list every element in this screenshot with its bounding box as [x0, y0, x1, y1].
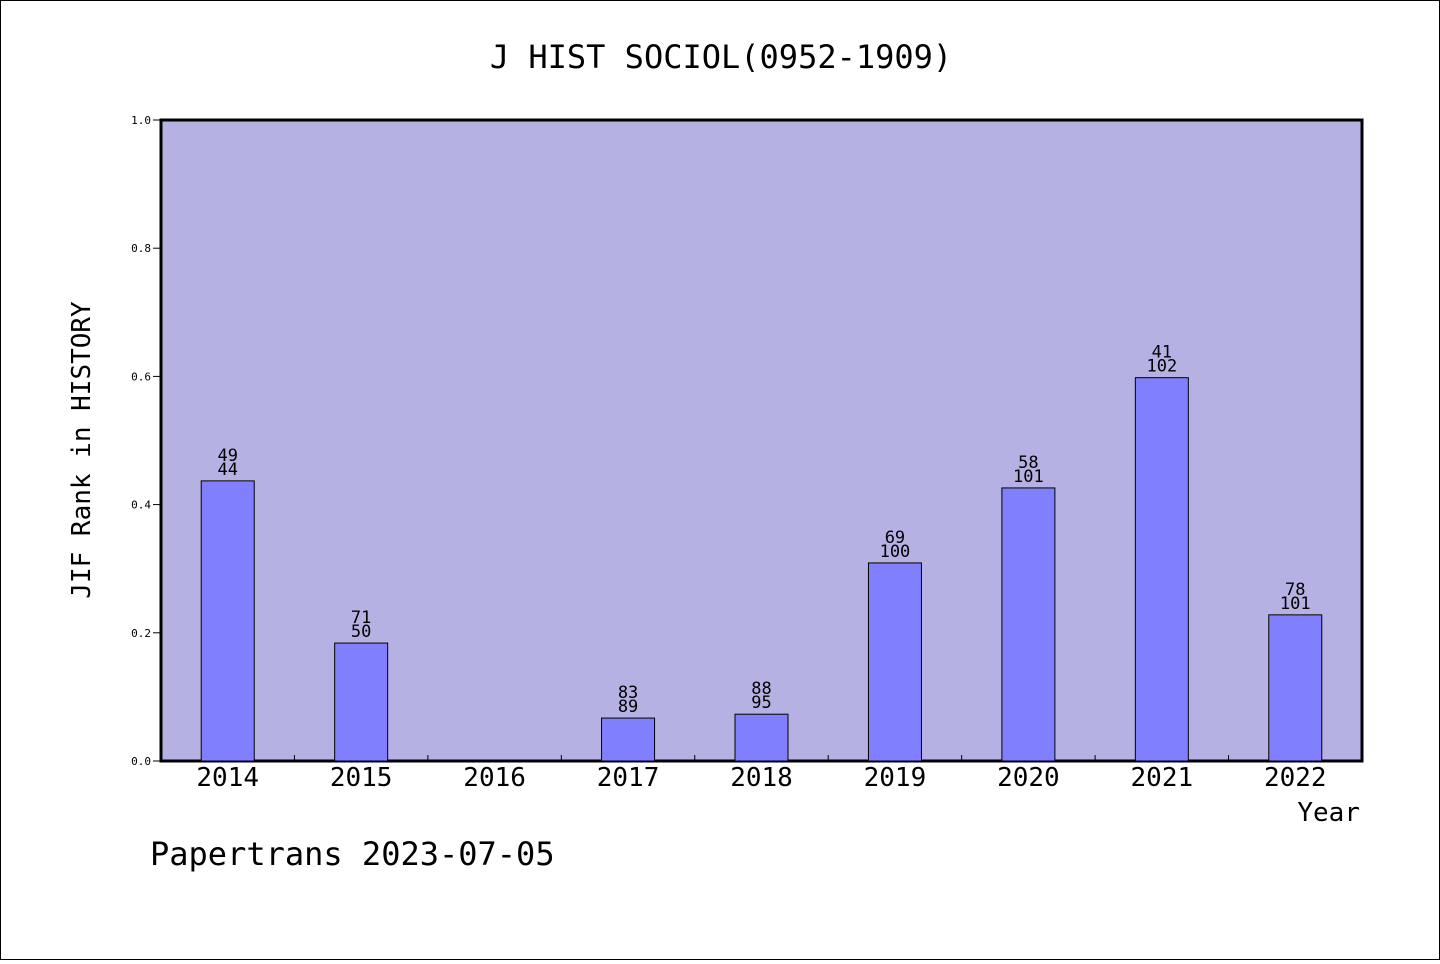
- bar-label-bottom-2021: 102: [1146, 357, 1177, 377]
- bar-label-bottom-2014: 44: [217, 460, 237, 480]
- x-tick-label-2019: 2019: [864, 763, 927, 793]
- bar-label-top-2015: 71: [351, 608, 371, 628]
- x-tick-label-2017: 2017: [597, 763, 660, 793]
- footer-credit: Papertrans 2023-07-05: [150, 835, 555, 873]
- bar-2015: [334, 642, 389, 762]
- bar-label-top-2019: 69: [885, 528, 905, 548]
- bar-2017: [601, 717, 656, 762]
- y-tick-label-0.6: 0.6: [131, 370, 151, 383]
- y-tick-label-1.0: 1.0: [131, 114, 151, 127]
- chart-title: J HIST SOCIOL(0952-1909): [490, 38, 952, 76]
- bar-2021: [1134, 377, 1189, 762]
- bar-label-top-2021: 41: [1152, 343, 1172, 363]
- y-tick-label-0.0: 0.0: [131, 755, 151, 768]
- bars: [200, 377, 1323, 762]
- axis-ticks: 2014 2015 2016 2017 2018 2019 2020 2021 2022 0.0 0…: [131, 114, 1326, 793]
- bar-label-top-2018: 88: [751, 679, 771, 699]
- x-tick-label-2015: 2015: [330, 763, 393, 793]
- x-axis-label: Year: [1297, 798, 1360, 828]
- bar-label-top-2014: 49: [217, 446, 237, 466]
- x-tick-label-2018: 2018: [730, 763, 793, 793]
- bar-label-top-2020: 58: [1018, 453, 1038, 473]
- bar-2019: [867, 562, 922, 762]
- x-tick-label-2020: 2020: [997, 763, 1060, 793]
- bar-label-bottom-2015: 50: [351, 622, 371, 642]
- bar-label-bottom-2019: 100: [880, 542, 911, 562]
- bar-2014: [200, 480, 255, 762]
- x-tick-label-2014: 2014: [196, 763, 259, 793]
- bar-2018: [734, 713, 789, 762]
- bar-label-bottom-2017: 89: [618, 697, 638, 717]
- y-axis-label: JIF Rank in HISTORY: [67, 301, 97, 599]
- y-tick-label-0.2: 0.2: [131, 627, 151, 640]
- bar-label-top-2017: 83: [618, 683, 638, 703]
- bar-label-bottom-2020: 101: [1013, 467, 1044, 487]
- bar-2022: [1268, 614, 1323, 762]
- bar-label-bottom-2018: 95: [751, 693, 771, 713]
- bar-label-bottom-2022: 101: [1280, 594, 1311, 614]
- x-tick-label-2022: 2022: [1264, 763, 1327, 793]
- bar-label-top-2022: 78: [1285, 580, 1305, 600]
- x-tick-label-2021: 2021: [1131, 763, 1194, 793]
- bar-2020: [1001, 487, 1056, 762]
- y-tick-label-0.8: 0.8: [131, 242, 151, 255]
- x-tick-label-2016: 2016: [463, 763, 526, 793]
- y-tick-label-0.4: 0.4: [131, 499, 151, 512]
